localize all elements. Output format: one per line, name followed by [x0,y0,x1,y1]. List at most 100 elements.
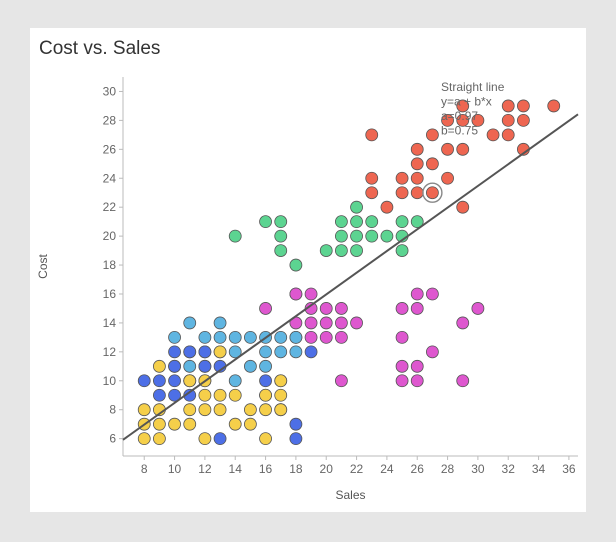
data-point [228,345,242,359]
data-point [410,186,424,200]
data-point [198,345,212,359]
data-point [350,244,363,257]
data-point [213,388,227,402]
data-point [198,359,212,373]
data-point [456,200,470,214]
y-axis-label: Cost [36,254,50,279]
data-point [425,186,439,200]
data-point [259,403,272,417]
data-point [410,215,424,229]
data-point [395,302,409,315]
data-point [471,113,485,127]
data-point [441,113,454,127]
data-point [213,345,227,359]
chart-title: Cost vs. Sales [39,38,161,59]
data-point [243,359,257,373]
y-tick-label: 10 [103,374,117,388]
data-point [441,142,454,156]
data-point [304,330,318,344]
data-point [350,316,363,330]
data-point [395,186,409,200]
y-tick-label: 14 [103,316,117,330]
x-axis-label: Sales [335,488,365,502]
chart-panel: Cost vs. Sales 8 10 12 14 16 18 20 22 24 26 28 30 32… [30,28,586,512]
data-point [152,359,166,373]
data-point [289,417,303,431]
data-point [228,388,242,402]
data-point [334,330,348,344]
y-tick-label: 30 [103,84,117,98]
data-point [213,316,227,330]
data-point [395,171,409,185]
data-point [259,345,272,359]
data-point [243,403,257,417]
data-point [395,374,409,388]
data-point [395,244,409,257]
data-point [456,113,470,127]
data-point [425,128,439,142]
data-point [350,229,363,243]
data-point [334,316,348,330]
data-point [395,359,409,373]
data-point [334,215,348,229]
y-tick-label: 12 [103,345,117,359]
data-point [350,200,363,214]
data-point [183,359,197,373]
data-point [304,316,318,330]
y-tick-label: 24 [103,171,117,185]
data-point [259,215,272,229]
scatter-plot: 8 10 12 14 16 18 20 22 24 26 28 30 32 34 36 6 8 10 12 14 16 1… [36,77,579,502]
data-point [168,417,181,431]
data-point [198,330,212,344]
data-point [410,302,424,315]
data-point [183,403,197,417]
data-point [456,316,470,330]
data-point [456,99,470,113]
data-point [198,432,212,446]
data-point [213,330,227,344]
data-point [289,432,303,446]
data-point [456,374,470,388]
data-point [213,403,227,417]
data-point [183,374,197,388]
data-point [319,316,333,330]
data-point [365,215,379,229]
data-point [137,403,151,417]
data-point [198,388,212,402]
data-point [168,374,181,388]
data-point [168,359,181,373]
annotation-line: b=0.75 [441,124,478,138]
data-point [410,287,424,301]
annotation-line: y=a + b*x [441,95,492,109]
data-point [274,330,288,344]
data-point [228,330,242,344]
data-point [152,417,166,431]
annotation-line: Straight line [441,80,505,94]
data-point [183,316,197,330]
data-point [259,359,272,373]
data-point [410,157,424,171]
data-point [380,229,394,243]
data-point [365,128,379,142]
data-point [168,388,181,402]
data-point [274,244,288,257]
data-points [137,99,561,446]
x-tick-label: 28 [441,462,455,476]
x-tick-label: 24 [380,462,394,476]
data-point [259,432,272,446]
data-point [334,374,348,388]
data-point [304,345,318,359]
data-point [395,330,409,344]
x-tick-label: 18 [289,462,303,476]
x-tick-label: 32 [502,462,516,476]
y-tick-label: 8 [109,403,116,417]
x-tick-label: 30 [471,462,485,476]
data-point [365,186,379,200]
x-tick-label: 8 [141,462,148,476]
data-point [137,432,151,446]
data-point [334,302,348,315]
data-point [259,302,272,315]
data-point [425,157,439,171]
y-tick-label: 28 [103,113,117,127]
